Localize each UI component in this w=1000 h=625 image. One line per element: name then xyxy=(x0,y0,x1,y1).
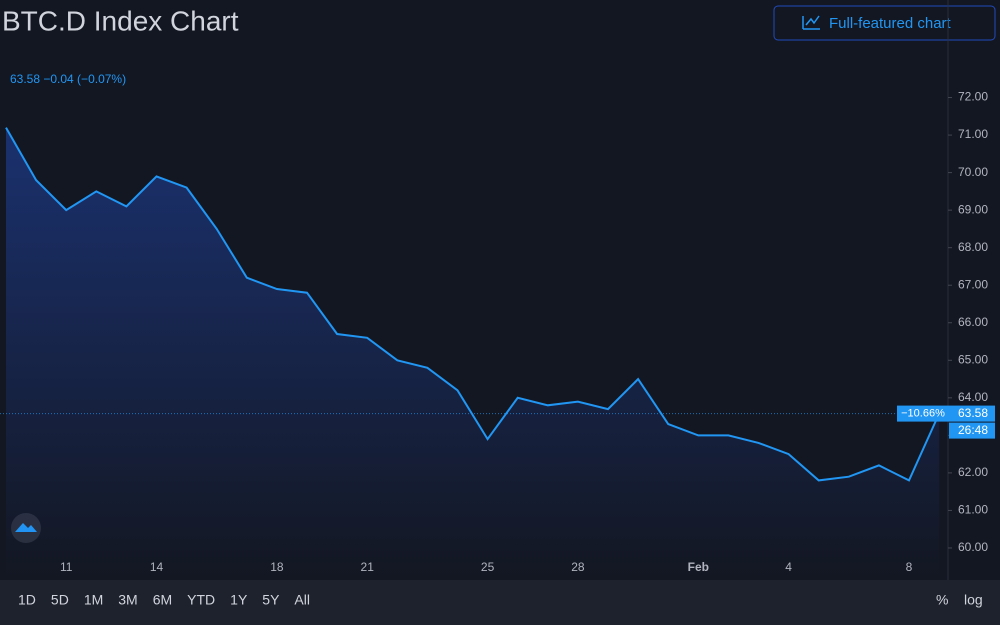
y-tick-label: 62.00 xyxy=(958,465,988,479)
y-tick-label: 66.00 xyxy=(958,315,988,329)
y-tick-label: 67.00 xyxy=(958,277,988,291)
change-tag xyxy=(897,405,949,422)
y-tick-label: 68.00 xyxy=(958,240,988,254)
scale-button[interactable]: % xyxy=(936,592,948,608)
range-button[interactable]: 1M xyxy=(84,592,103,608)
change-label: −10.66% xyxy=(901,407,945,419)
range-button[interactable]: All xyxy=(294,592,310,608)
y-tick-label: 72.00 xyxy=(958,90,988,104)
countdown-label: 26:48 xyxy=(958,423,988,437)
price-tag xyxy=(949,405,995,422)
y-tick-label: 61.00 xyxy=(958,503,988,517)
chart-icon xyxy=(802,15,820,30)
range-button[interactable]: 3M xyxy=(118,592,137,608)
range-button[interactable]: 6M xyxy=(153,592,172,608)
countdown-tag xyxy=(949,422,995,439)
y-tick-label: 64.00 xyxy=(958,390,988,404)
range-button[interactable]: 1Y xyxy=(230,592,248,608)
y-tick-label: 71.00 xyxy=(958,127,988,141)
line xyxy=(5,127,941,482)
full-chart-button[interactable] xyxy=(773,5,996,41)
range-button[interactable]: YTD xyxy=(187,592,215,608)
y-tick-label: 69.00 xyxy=(958,202,988,216)
area xyxy=(6,127,940,578)
price-label: 63.58 xyxy=(958,406,988,420)
toolbar xyxy=(0,580,1000,625)
range-button[interactable]: 1D xyxy=(18,592,36,608)
legend: 63.58 −0.04 (−0.07%) xyxy=(10,72,126,86)
title: BTC.D Index Chart xyxy=(2,5,239,36)
range-button[interactable]: 5Y xyxy=(262,592,280,608)
y-tick-label: 60.00 xyxy=(958,540,988,554)
y-tick-label: 65.00 xyxy=(958,352,988,366)
y-tick-label: 70.00 xyxy=(958,165,988,179)
range-button[interactable]: 5D xyxy=(51,592,69,608)
scale-button[interactable]: log xyxy=(964,592,983,608)
button-label[interactable]: Full-featured chart xyxy=(829,15,952,32)
